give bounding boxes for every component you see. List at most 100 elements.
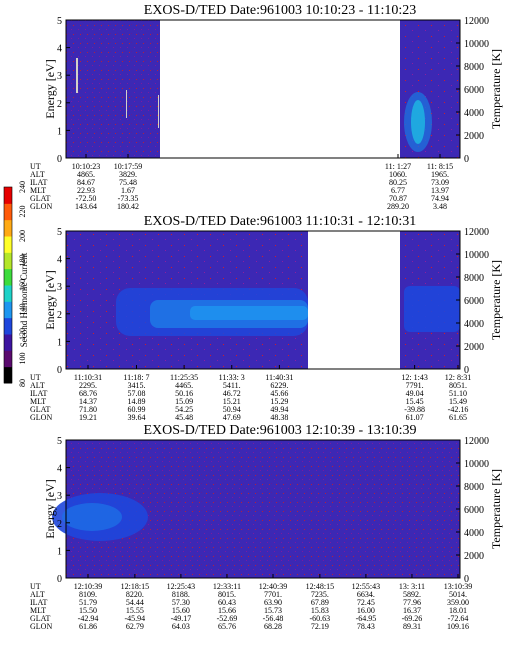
panel-2-table-cell: -42.16 <box>448 405 469 414</box>
panel-2-table-cell: 11:25:35 <box>170 373 198 382</box>
panel-3-table-cell: 72.45 <box>357 598 375 607</box>
panel-1-ytick-label: 4 <box>57 44 62 55</box>
panel-1-ytick-label: 0 <box>57 154 62 165</box>
panel-2-table-cell: 45.66 <box>270 389 288 398</box>
panel-2-table-cell: 12: 8:31 <box>445 373 471 382</box>
panel-1-y2tick-label: 2000 <box>464 131 484 142</box>
panel-1-ytick-label: 2 <box>57 99 62 110</box>
panel-3-table-cell: 15.83 <box>311 606 329 615</box>
panel-1: EXOS-D/TED Date:961003 10:10:23 - 11:10:… <box>30 3 503 211</box>
panel-2-title: EXOS-D/TED Date:961003 11:10:31 - 12:10:… <box>144 214 416 229</box>
panel-1-table-cell: 10:10:23 <box>72 162 100 171</box>
panel-1-table-row-label: ILAT <box>30 178 47 187</box>
panel-2-ytick-label: 2 <box>57 310 62 321</box>
panel-2-table-cell: 57.08 <box>127 389 145 398</box>
panel-3-table-cell: -64.95 <box>356 614 377 623</box>
panel-1-table-row-label: GLAT <box>30 194 51 203</box>
colorbar-swatch <box>4 350 12 368</box>
panel-3-ytick-label: 5 <box>57 436 62 447</box>
panel-2-band-core <box>190 306 308 320</box>
panel-2-table-cell: 15.09 <box>175 397 193 406</box>
panel-3-table-cell: 12:33:11 <box>213 582 241 591</box>
panel-3-table-row-label: GLON <box>30 622 52 631</box>
panel-3-y2tick-label: 0 <box>464 574 469 585</box>
panel-3-table-row-label: ILAT <box>30 598 47 607</box>
colorbar-frame <box>3 186 13 384</box>
colorbar-ticks: 80 100 120 140 160 180 200 220 240 <box>18 181 27 387</box>
panel-1-heat-a-speck <box>66 20 160 158</box>
panel-3-band-core <box>62 503 122 531</box>
panel-3-y2tick-label: 8000 <box>464 482 484 493</box>
panel-3-table-cell: 7701. <box>264 590 282 599</box>
colorbar-swatch <box>4 268 12 286</box>
panel-2-ylabel: Energy [eV] <box>43 270 57 329</box>
panel-1-table-cell: 3829. <box>119 170 137 179</box>
panel-3-table-cell: -69.26 <box>402 614 423 623</box>
panel-1-table-cell: 143.64 <box>75 202 97 211</box>
panel-1-streak-2 <box>126 90 127 118</box>
panel-2-table-cell: 11:10:31 <box>74 373 102 382</box>
panel-3-table-cell: -42.94 <box>78 614 99 623</box>
panel-2-table-cell: 6229. <box>270 381 288 390</box>
panel-2-table-cell: 47.69 <box>223 413 241 422</box>
panel-1-band-core <box>411 100 425 144</box>
panel-3-y2tick-label: 2000 <box>464 551 484 562</box>
panel-2-y2tick-label: 4000 <box>464 319 484 330</box>
panel-1-y2label: Temperature [K] <box>489 49 503 129</box>
colorbar-swatch <box>4 366 12 384</box>
panel-3-table-cell: 78.43 <box>357 622 375 631</box>
panel-1-table-cell: 180.42 <box>117 202 139 211</box>
panel-2-table-row-label: GLON <box>30 413 52 422</box>
panel-2-table-cell: 19.21 <box>79 413 97 422</box>
panel-2-table-row-label: UT <box>30 373 41 382</box>
panel-2-table-cell: 71.80 <box>79 405 97 414</box>
panel-3-ylabel: Energy [eV] <box>43 479 57 538</box>
panel-1-ytick-label: 1 <box>57 126 62 137</box>
panel-1-table-cell: 3.48 <box>433 202 447 211</box>
panel-2-table: UTALTILATMLTGLATGLON11:10:312295.68.7614… <box>30 373 471 422</box>
panel-1-table-cell: 11: 1:27 <box>385 162 411 171</box>
panel-3-table-cell: 13: 3:11 <box>399 582 425 591</box>
panel-1-table-cell: 13.97 <box>431 186 449 195</box>
panel-2: EXOS-D/TED Date:961003 11:10:31 - 12:10:… <box>30 214 503 422</box>
panel-3-table-cell: 5014. <box>449 590 467 599</box>
colorbar-swatch <box>4 252 12 270</box>
panel-1-table-cell: -72.50 <box>76 194 97 203</box>
panel-3-table-cell: -72.64 <box>448 614 469 623</box>
panel-1-table-cell: 289.20 <box>387 202 409 211</box>
colorbar-tick-label: 140 <box>18 304 27 316</box>
colorbar-tick-label: 100 <box>18 353 27 365</box>
panel-2-table-cell: 50.16 <box>175 389 193 398</box>
panel-2-table-cell: 14.37 <box>79 397 97 406</box>
colorbar-tick-label: 240 <box>18 181 27 193</box>
panel-2-table-cell: 45.48 <box>175 413 193 422</box>
panel-3-table-cell: 16.00 <box>357 606 375 615</box>
panel-1-table-cell: 1965. <box>431 170 449 179</box>
panel-3-table-row-label: GLAT <box>30 614 51 623</box>
panel-3-y2tick-label: 10000 <box>464 459 489 470</box>
panel-3-table-cell: 12:10:39 <box>74 582 102 591</box>
panel-2-y2tick-label: 12000 <box>464 227 489 238</box>
panel-3-table-cell: 12:18:15 <box>121 582 149 591</box>
panel-3-table-cell: -45.94 <box>125 614 146 623</box>
panel-3-table-cell: 62.79 <box>126 622 144 631</box>
colorbar-swatch <box>4 285 12 302</box>
panel-2-band-right <box>404 286 460 332</box>
panel-1-ylabel: Energy [eV] <box>43 59 57 118</box>
panel-2-y2tick-label: 0 <box>464 365 469 376</box>
panel-2-y2tick-label: 6000 <box>464 296 484 307</box>
panel-3-table-cell: 15.73 <box>264 606 282 615</box>
panel-3-title: EXOS-D/TED Date:961003 12:10:39 - 13:10:… <box>144 423 417 438</box>
panel-1-table-cell: 75.48 <box>119 178 137 187</box>
panel-3: EXOS-D/TED Date:961003 12:10:39 - 13:10:… <box>30 423 503 631</box>
panel-2-ticks: 0 1 2 3 4 5 0 2000 4000 6000 8000 10000 12000 <box>57 227 489 376</box>
panel-2-table-cell: 11:18: 7 <box>123 373 149 382</box>
panel-3-table-cell: 68.28 <box>264 622 282 631</box>
panel-3-table-cell: 359.00 <box>447 598 469 607</box>
colorbar-swatch <box>4 317 12 335</box>
colorbar-swatch <box>4 334 12 351</box>
colorbar-tick-label: 200 <box>18 230 27 242</box>
panel-3-table-cell: 51.79 <box>79 598 97 607</box>
panel-1-table-cell: 73.09 <box>431 178 449 187</box>
colorbar: 80 100 120 140 160 180 200 220 240 Second Harmon… <box>3 181 29 387</box>
